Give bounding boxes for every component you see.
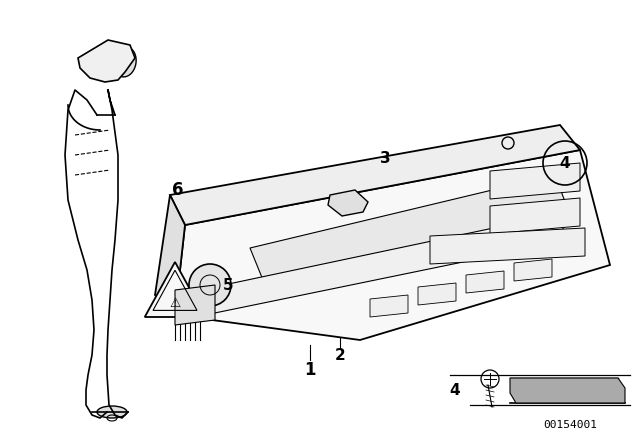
- Polygon shape: [170, 125, 580, 225]
- Ellipse shape: [97, 406, 127, 418]
- Polygon shape: [370, 295, 408, 317]
- Polygon shape: [155, 195, 185, 315]
- Polygon shape: [175, 150, 610, 340]
- Polygon shape: [145, 262, 205, 317]
- Polygon shape: [78, 40, 135, 82]
- Text: 6: 6: [172, 181, 184, 199]
- Polygon shape: [418, 283, 456, 305]
- Polygon shape: [510, 378, 625, 403]
- Text: 00154001: 00154001: [543, 420, 597, 430]
- Polygon shape: [175, 285, 215, 325]
- Polygon shape: [490, 198, 580, 234]
- Polygon shape: [490, 163, 580, 199]
- Polygon shape: [514, 259, 552, 281]
- Polygon shape: [466, 271, 504, 293]
- Ellipse shape: [189, 264, 231, 306]
- Polygon shape: [430, 228, 585, 264]
- Polygon shape: [250, 175, 570, 285]
- Text: ⚠: ⚠: [170, 297, 180, 310]
- Ellipse shape: [114, 47, 136, 77]
- Text: 5: 5: [223, 277, 234, 293]
- Polygon shape: [200, 215, 570, 315]
- Text: 1: 1: [304, 361, 316, 379]
- Text: 4: 4: [560, 155, 570, 171]
- Text: 3: 3: [380, 151, 390, 165]
- Text: 4: 4: [450, 383, 460, 397]
- Text: 2: 2: [335, 348, 346, 362]
- Polygon shape: [328, 190, 368, 216]
